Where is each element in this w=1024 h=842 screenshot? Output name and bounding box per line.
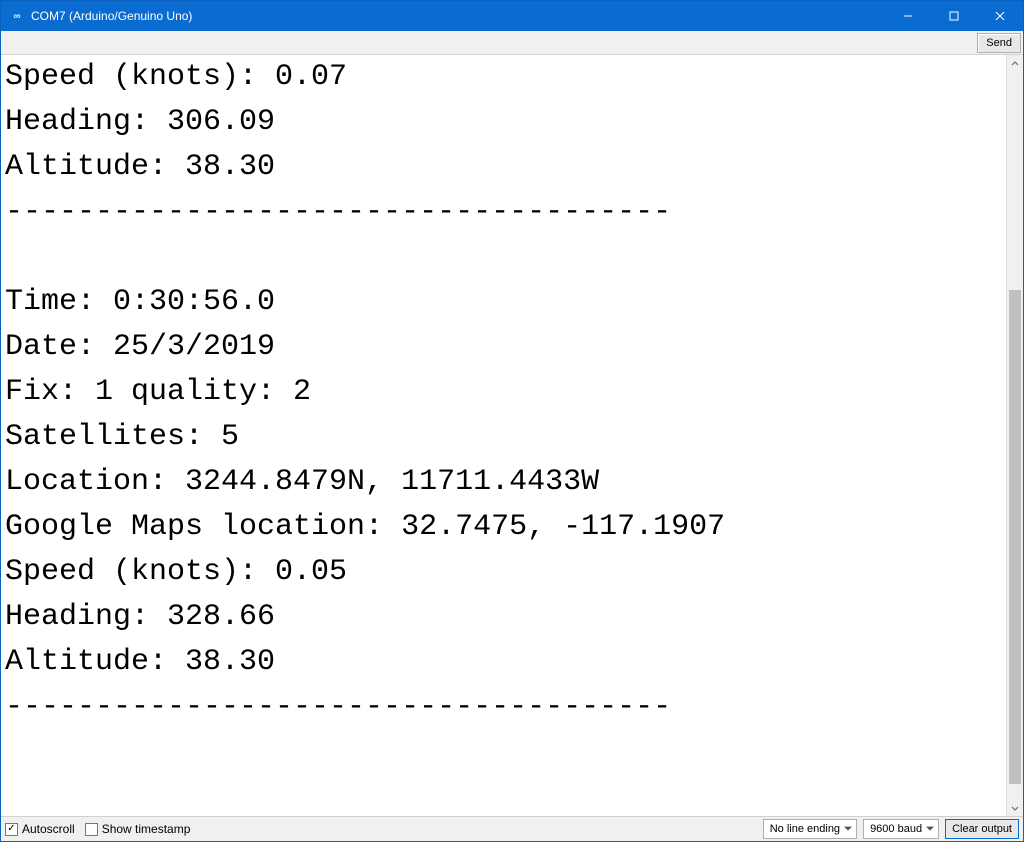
- bottom-left-options: Autoscroll Show timestamp: [5, 822, 757, 836]
- content-area: Speed (knots): 0.07 Heading: 306.09 Alti…: [1, 55, 1023, 817]
- baud-value: 9600 baud: [870, 823, 922, 835]
- show-timestamp-checkbox[interactable]: [85, 823, 98, 836]
- line-ending-select[interactable]: No line ending: [763, 819, 857, 839]
- maximize-icon: [949, 11, 959, 21]
- baud-select[interactable]: 9600 baud: [863, 819, 939, 839]
- maximize-button[interactable]: [931, 1, 977, 31]
- close-button[interactable]: [977, 1, 1023, 31]
- titlebar[interactable]: ∞ COM7 (Arduino/Genuino Uno): [1, 1, 1023, 31]
- chevron-down-icon: [1011, 804, 1019, 812]
- autoscroll-label: Autoscroll: [22, 822, 75, 836]
- minimize-icon: [903, 11, 913, 21]
- serial-monitor-window: ∞ COM7 (Arduino/Genuino Uno) Send Speed …: [0, 0, 1024, 842]
- show-timestamp-label: Show timestamp: [102, 822, 191, 836]
- scroll-down-arrow[interactable]: [1007, 799, 1023, 816]
- vertical-scrollbar[interactable]: [1006, 55, 1023, 816]
- serial-output[interactable]: Speed (knots): 0.07 Heading: 306.09 Alti…: [1, 55, 1006, 816]
- arduino-icon: ∞: [9, 8, 25, 24]
- scroll-thumb[interactable]: [1009, 290, 1021, 784]
- send-toolbar: Send: [1, 31, 1023, 55]
- line-ending-value: No line ending: [770, 823, 840, 835]
- close-icon: [995, 11, 1005, 21]
- bottom-toolbar: Autoscroll Show timestamp No line ending…: [1, 817, 1023, 841]
- window-buttons: [885, 1, 1023, 31]
- window-title: COM7 (Arduino/Genuino Uno): [31, 9, 885, 23]
- chevron-up-icon: [1011, 60, 1019, 68]
- autoscroll-checkbox[interactable]: [5, 823, 18, 836]
- clear-output-button[interactable]: Clear output: [945, 819, 1019, 839]
- send-button[interactable]: Send: [977, 33, 1021, 53]
- scroll-track[interactable]: [1007, 72, 1023, 799]
- scroll-up-arrow[interactable]: [1007, 55, 1023, 72]
- minimize-button[interactable]: [885, 1, 931, 31]
